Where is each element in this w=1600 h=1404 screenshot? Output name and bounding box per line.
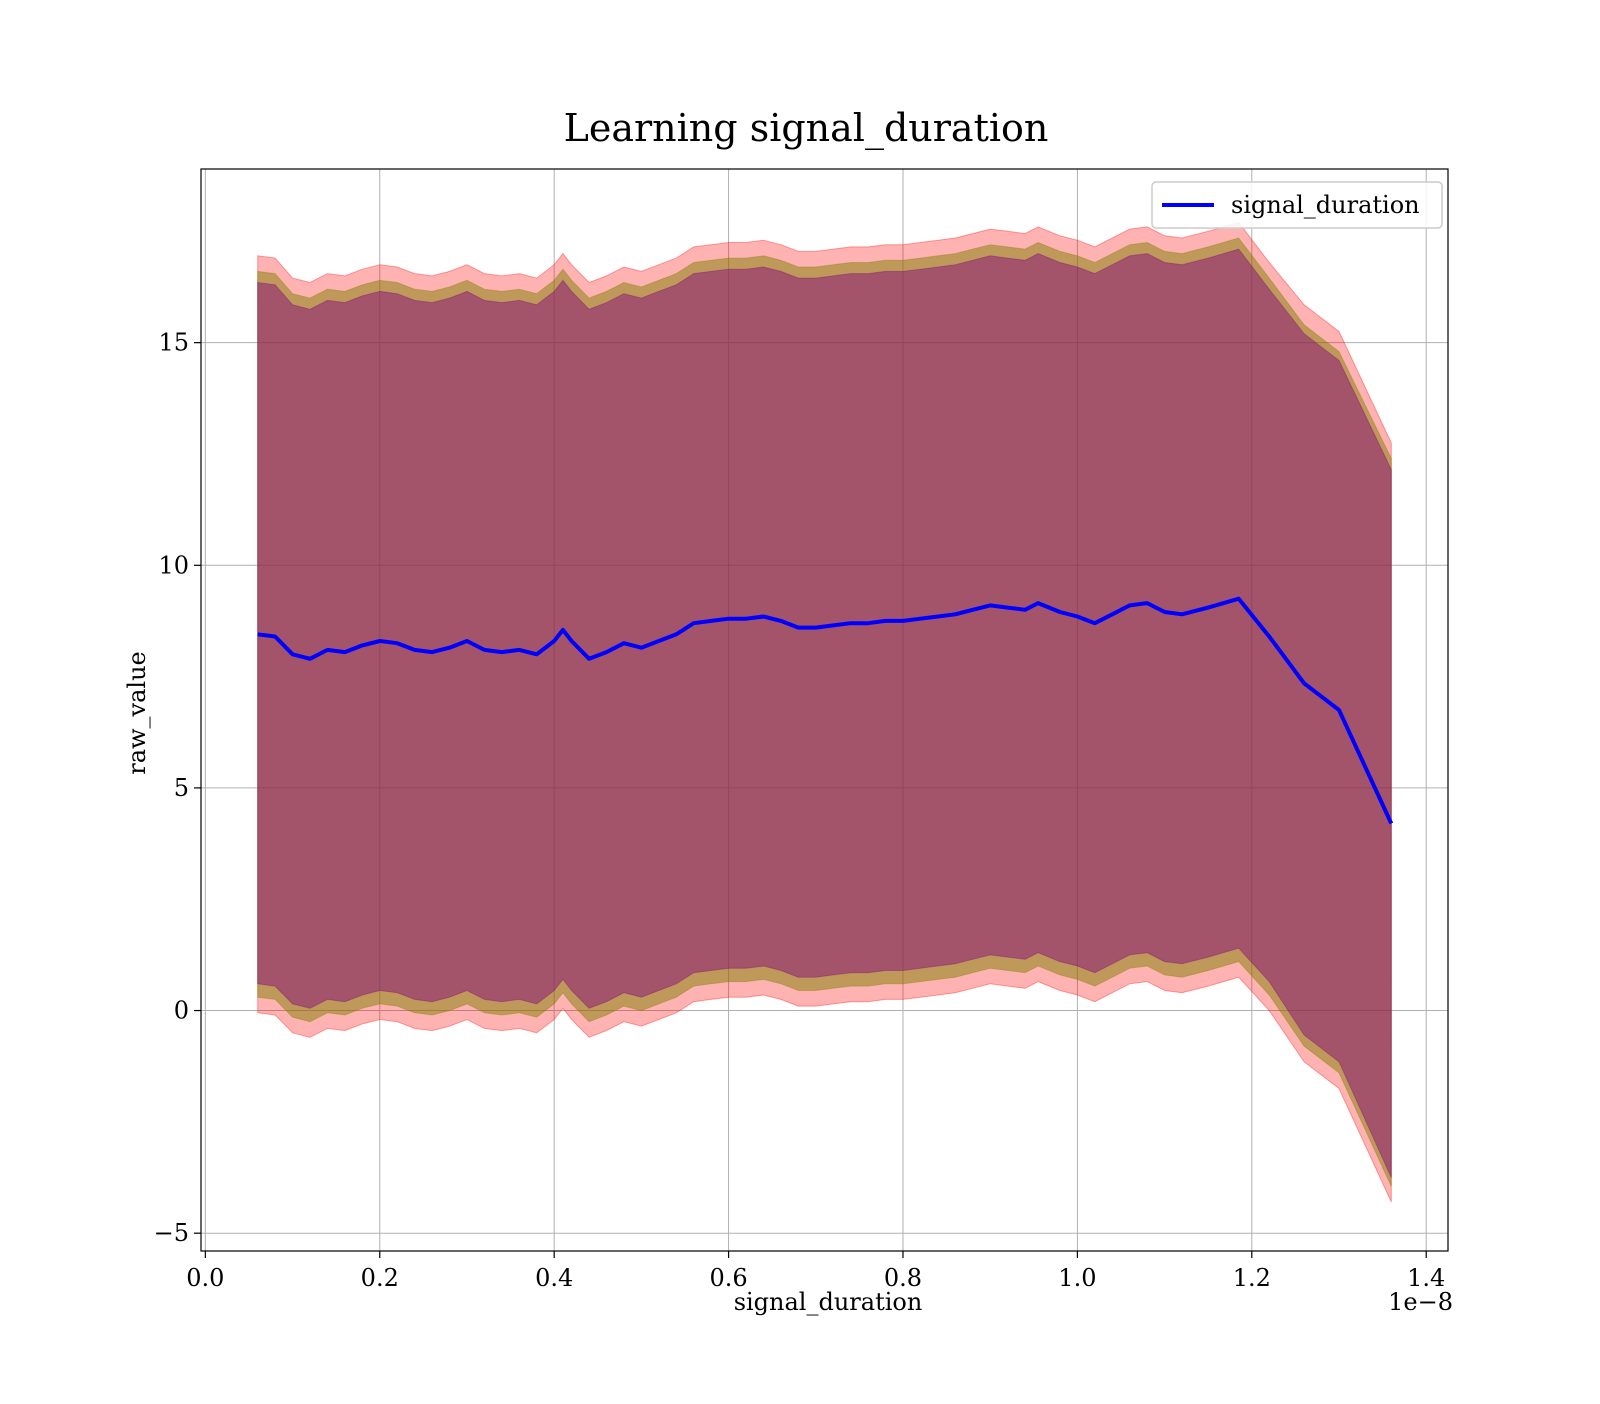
legend: signal_duration	[1151, 181, 1443, 229]
x-tick-label-0: 0.0	[186, 1264, 224, 1292]
x-axis-offset-label: 1e−8	[1388, 1288, 1453, 1316]
x-tick-label-5: 1.0	[1058, 1264, 1096, 1292]
x-tick-label-7: 1.4	[1407, 1264, 1445, 1292]
x-tick-label-3: 0.6	[709, 1264, 747, 1292]
band-inner	[257, 248, 1392, 1178]
y-tick-label-0: −5	[154, 1219, 189, 1247]
x-tick-label-4: 0.8	[884, 1264, 922, 1292]
y-axis-label: raw_value	[123, 651, 151, 775]
series-line-0	[257, 596, 1394, 825]
x-tick-label-2: 0.4	[535, 1264, 573, 1292]
chart-title: Learning signal_duration	[564, 106, 1049, 151]
x-axis-label: signal_duration	[734, 1288, 923, 1316]
x-tick-label-6: 1.2	[1233, 1264, 1271, 1292]
axes-frame	[200, 168, 1449, 1252]
y-tick-label-3: 10	[158, 551, 189, 579]
y-tick-label-4: 15	[158, 329, 189, 357]
y-tick-label-2: 5	[174, 774, 189, 802]
plot-area: 0.0 0.2 0.4 0.6 0.8 1.0 1.2 1.4 −5 0 5 10 15	[154, 168, 1449, 1292]
y-tick-label-1: 0	[174, 997, 189, 1025]
legend-box	[1151, 181, 1443, 229]
x-tick-label-1: 0.2	[361, 1264, 399, 1292]
legend-label-signal-duration: signal_duration	[1231, 191, 1420, 219]
band-middle	[257, 237, 1392, 1187]
